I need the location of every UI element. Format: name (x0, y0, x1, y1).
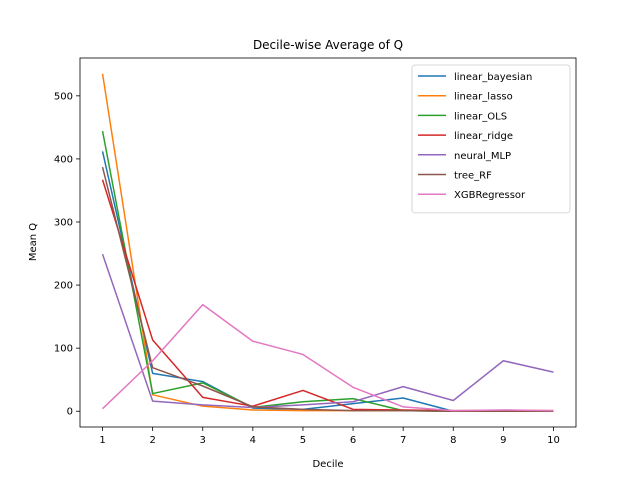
x-tick-label: 10 (547, 435, 560, 446)
x-tick-label: 2 (149, 435, 155, 446)
x-tick-label: 4 (250, 435, 256, 446)
series-line-XGBRegressor (102, 303, 554, 412)
legend-box (411, 64, 571, 214)
series-line-neural_MLP (101, 253, 554, 409)
series-line-tree_RF (101, 166, 554, 412)
y-tick-label: 200 (54, 281, 73, 292)
x-tick-label: 8 (450, 435, 456, 446)
legend-entry: XGBRegressor (454, 190, 526, 201)
legend-entry: linear_lasso (454, 92, 513, 103)
legend-entry: tree_RF (454, 171, 492, 182)
legend-entry: linear_OLS (454, 111, 507, 122)
legend-entry: neural_MLP (454, 151, 511, 162)
x-axis-label: Decile (312, 459, 343, 470)
legend-entry: linear_bayesian (454, 72, 532, 83)
x-tick-label: 6 (350, 435, 356, 446)
legend-entry: linear_ridge (454, 131, 513, 142)
y-tick-label: 500 (54, 91, 73, 102)
legend: linear_bayesian linear_lasso linear_OLSlin… (411, 64, 571, 214)
x-tick-label: 9 (500, 435, 506, 446)
chart-title: Decile-wise Average of Q (253, 38, 403, 52)
x-tick-label: 5 (300, 435, 306, 446)
x-tick-label: 1 (99, 435, 105, 446)
y-tick-label: 100 (54, 344, 73, 355)
y-tick-label: 300 (54, 218, 73, 229)
plot-frame (79, 57, 577, 428)
y-tick-label: 400 (54, 154, 73, 165)
x-tick-label: 3 (200, 435, 206, 446)
y-tick-label: 0 (67, 407, 73, 418)
x-tick-label: 7 (400, 435, 406, 446)
y-axis-label: Mean Q (28, 223, 39, 261)
